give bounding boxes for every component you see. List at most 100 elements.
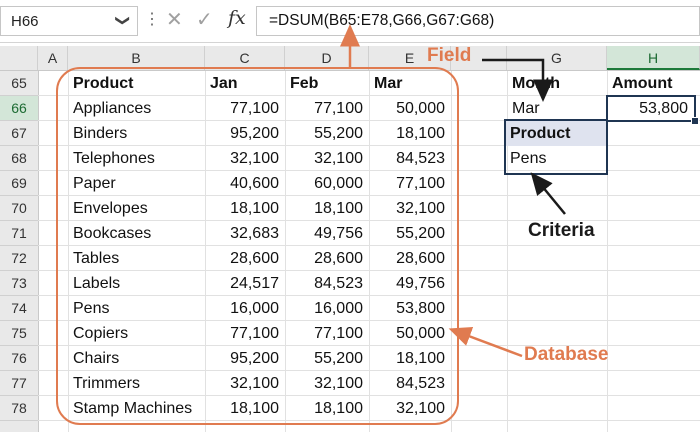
- value-cell[interactable]: 77,100: [314, 325, 363, 342]
- product-cell[interactable]: Labels: [73, 275, 121, 292]
- month-header-cell[interactable]: Month: [512, 75, 560, 92]
- value-cell[interactable]: 32,100: [396, 200, 445, 217]
- product-cell[interactable]: Pens: [73, 300, 110, 317]
- value-cell[interactable]: 32,683: [230, 225, 279, 242]
- chevron-down-icon[interactable]: ❯: [115, 14, 132, 27]
- row-header[interactable]: 68: [0, 146, 38, 171]
- row-header[interactable]: 74: [0, 296, 38, 321]
- row-header[interactable]: 66: [0, 96, 38, 121]
- gridline: [607, 71, 608, 432]
- gridline: [38, 370, 700, 371]
- value-cell[interactable]: 18,100: [314, 400, 363, 417]
- value-cell[interactable]: 18,100: [396, 125, 445, 142]
- row-header[interactable]: 76: [0, 346, 38, 371]
- select-all-corner[interactable]: [0, 46, 38, 70]
- value-cell[interactable]: 84,523: [396, 375, 445, 392]
- value-cell[interactable]: 18,100: [230, 200, 279, 217]
- product-cell[interactable]: Tables: [73, 250, 120, 267]
- value-cell[interactable]: 32,100: [396, 400, 445, 417]
- product-cell[interactable]: Paper: [73, 175, 116, 192]
- value-cell[interactable]: 32,100: [230, 375, 279, 392]
- column-header-h[interactable]: H: [607, 46, 700, 70]
- value-cell[interactable]: 28,600: [396, 250, 445, 267]
- value-cell[interactable]: 53,800: [396, 300, 445, 317]
- row-header[interactable]: 77: [0, 371, 38, 396]
- value-cell[interactable]: 16,000: [314, 300, 363, 317]
- value-cell[interactable]: 50,000: [396, 100, 445, 117]
- product-cell[interactable]: Trimmers: [73, 375, 140, 392]
- gridline: [38, 395, 700, 396]
- product-cell[interactable]: Telephones: [73, 150, 155, 167]
- value-cell[interactable]: 40,600: [230, 175, 279, 192]
- product-cell[interactable]: Chairs: [73, 350, 120, 367]
- value-cell[interactable]: 77,100: [230, 325, 279, 342]
- product-cell[interactable]: Binders: [73, 125, 128, 142]
- value-cell[interactable]: 18,100: [396, 350, 445, 367]
- value-cell[interactable]: 84,523: [396, 150, 445, 167]
- product-cell[interactable]: Envelopes: [73, 200, 148, 217]
- value-cell[interactable]: 60,000: [314, 175, 363, 192]
- row-header[interactable]: 75: [0, 321, 38, 346]
- value-cell[interactable]: 49,756: [396, 275, 445, 292]
- column-header-e[interactable]: E: [369, 46, 451, 70]
- value-cell[interactable]: 32,100: [314, 150, 363, 167]
- header-cell[interactable]: Jan: [210, 75, 238, 92]
- value-cell[interactable]: 24,517: [230, 275, 279, 292]
- value-cell[interactable]: 18,100: [314, 200, 363, 217]
- value-cell[interactable]: 28,600: [314, 250, 363, 267]
- amount-result-cell[interactable]: 53,800: [639, 100, 688, 117]
- value-cell[interactable]: 49,756: [314, 225, 363, 242]
- row-header[interactable]: 70: [0, 196, 38, 221]
- product-cell[interactable]: Appliances: [73, 100, 152, 117]
- gridline: [38, 245, 700, 246]
- row-header[interactable]: 78: [0, 396, 38, 421]
- fill-handle[interactable]: [691, 117, 699, 125]
- value-cell[interactable]: 16,000: [230, 300, 279, 317]
- month-value-cell[interactable]: Mar: [512, 100, 540, 117]
- criteria-header-cell[interactable]: Product: [510, 125, 571, 142]
- column-header-c[interactable]: C: [205, 46, 285, 70]
- value-cell[interactable]: 95,200: [230, 125, 279, 142]
- enter-icon[interactable]: ✓: [196, 9, 213, 31]
- header-cell[interactable]: Product: [73, 75, 134, 92]
- value-cell[interactable]: 84,523: [314, 275, 363, 292]
- value-cell[interactable]: 28,600: [230, 250, 279, 267]
- header-cell[interactable]: Feb: [290, 75, 319, 92]
- row-header[interactable]: 65: [0, 71, 38, 96]
- value-cell[interactable]: 77,100: [314, 100, 363, 117]
- insert-function-icon[interactable]: fx: [228, 7, 246, 29]
- active-cell-selection: [606, 95, 696, 122]
- value-cell[interactable]: 55,200: [314, 350, 363, 367]
- cancel-icon[interactable]: ✕: [166, 9, 183, 31]
- column-header-f[interactable]: [451, 46, 507, 70]
- value-cell[interactable]: 95,200: [230, 350, 279, 367]
- value-cell[interactable]: 32,100: [230, 150, 279, 167]
- column-header-b[interactable]: B: [68, 46, 205, 70]
- value-cell[interactable]: 55,200: [396, 225, 445, 242]
- value-cell[interactable]: 77,100: [396, 175, 445, 192]
- column-header-a[interactable]: A: [38, 46, 68, 70]
- row-header[interactable]: 72: [0, 246, 38, 271]
- product-cell[interactable]: Copiers: [73, 325, 129, 342]
- value-cell[interactable]: 32,100: [314, 375, 363, 392]
- value-cell[interactable]: 55,200: [314, 125, 363, 142]
- value-cell[interactable]: 18,100: [230, 400, 279, 417]
- row-header[interactable]: 69: [0, 171, 38, 196]
- value-cell[interactable]: 77,100: [230, 100, 279, 117]
- criteria-value-cell[interactable]: Pens: [510, 150, 547, 167]
- amount-header-cell[interactable]: Amount: [612, 75, 673, 92]
- column-header-d[interactable]: D: [285, 46, 369, 70]
- row-header[interactable]: 73: [0, 271, 38, 296]
- column-header-g[interactable]: G: [507, 46, 607, 70]
- formula-input[interactable]: =DSUM(B65:E78,G66,G67:G68): [256, 6, 700, 36]
- row-header[interactable]: 67: [0, 121, 38, 146]
- value-cell[interactable]: 50,000: [396, 325, 445, 342]
- product-cell[interactable]: Stamp Machines: [73, 400, 193, 417]
- product-cell[interactable]: Bookcases: [73, 225, 152, 242]
- formula-bar: H66 ❯ ⋮ ✕ ✓ fx =DSUM(B65:E78,G66,G67:G68…: [0, 0, 700, 43]
- name-box[interactable]: H66 ❯: [0, 6, 138, 36]
- header-cell[interactable]: Mar: [374, 75, 403, 92]
- gridline: [369, 71, 370, 432]
- row-header[interactable]: 71: [0, 221, 38, 246]
- gridline: [38, 195, 700, 196]
